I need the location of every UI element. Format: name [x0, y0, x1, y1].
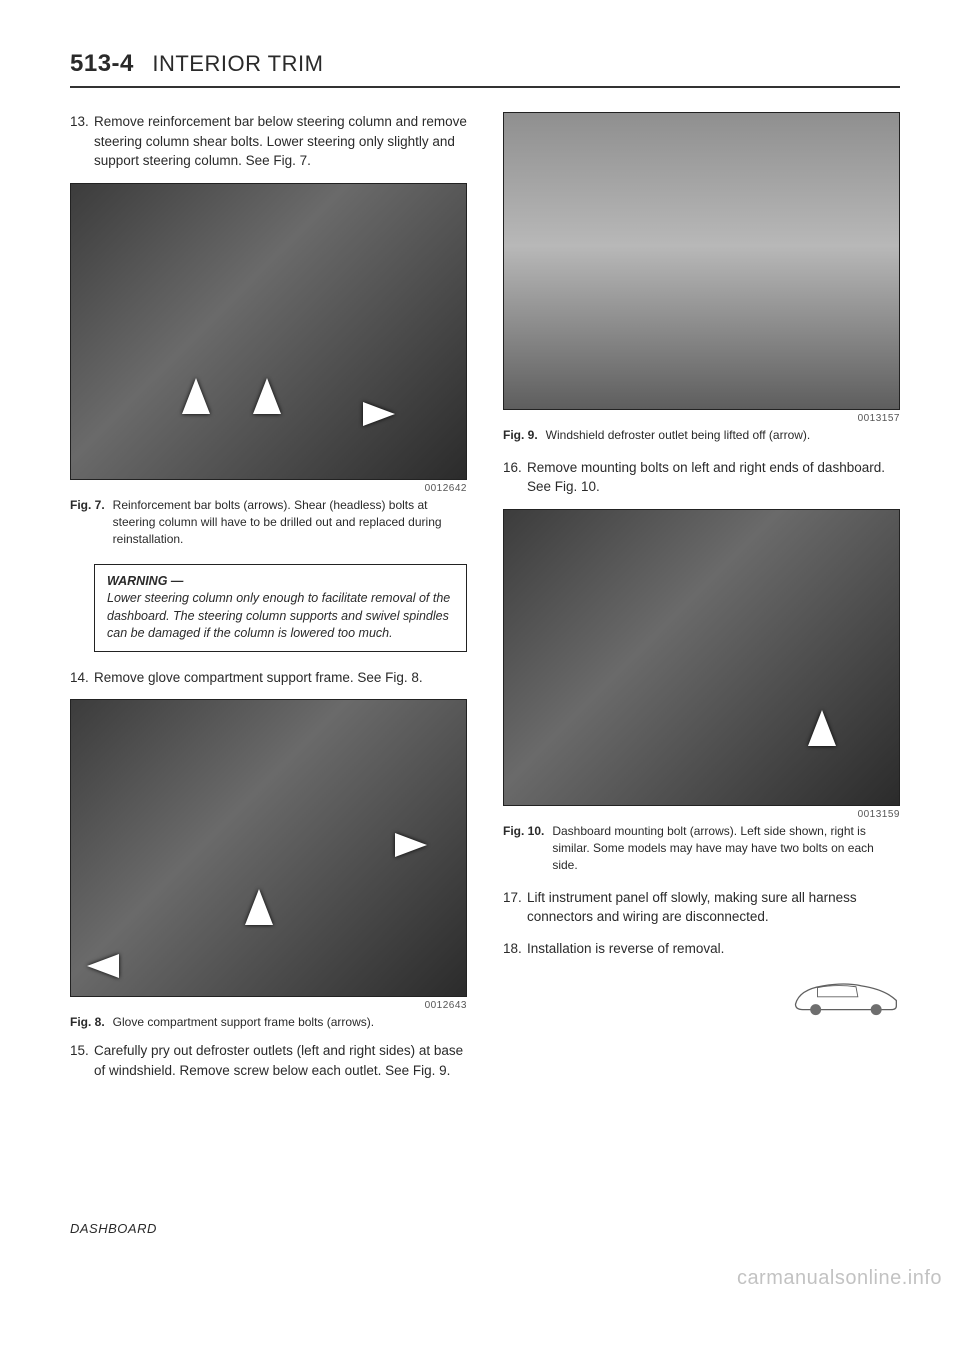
- step-14: 14. Remove glove compartment support fra…: [70, 668, 467, 688]
- figure-8-image: [70, 699, 467, 997]
- figure-label: Fig. 7.: [70, 497, 105, 547]
- figure-8-id: 0012643: [70, 1000, 467, 1011]
- manual-page: 513-4 INTERIOR TRIM 13. Remove reinforce…: [0, 0, 960, 1300]
- arrow-icon: [87, 954, 119, 978]
- car-icon: [790, 973, 900, 1017]
- step-number: 16.: [503, 458, 527, 497]
- step-text: Remove mounting bolts on left and right …: [527, 458, 900, 497]
- two-column-layout: 13. Remove reinforcement bar below steer…: [70, 112, 900, 1092]
- arrow-icon: [395, 833, 427, 857]
- right-column: 0013157 Fig. 9. Windshield defroster out…: [503, 112, 900, 1092]
- figure-10-image: [503, 509, 900, 807]
- left-column: 13. Remove reinforcement bar below steer…: [70, 112, 467, 1092]
- footer-section-label: DASHBOARD: [70, 1221, 157, 1236]
- figure-10: 0013159 Fig. 10. Dashboard mounting bolt…: [503, 509, 900, 874]
- step-text: Remove reinforcement bar below steering …: [94, 112, 467, 171]
- watermark: carmanualsonline.info: [737, 1267, 942, 1290]
- step-18: 18. Installation is reverse of removal.: [503, 939, 900, 959]
- step-text: Installation is reverse of removal.: [527, 939, 900, 959]
- arrow-icon: [363, 402, 395, 426]
- arrow-icon: [253, 378, 281, 414]
- figure-caption-text: Windshield defroster outlet being lifted…: [546, 427, 900, 444]
- step-number: 17.: [503, 888, 527, 927]
- step-text: Lift instrument panel off slowly, making…: [527, 888, 900, 927]
- step-number: 14.: [70, 668, 94, 688]
- warning-body: Lower steering column only enough to fac…: [107, 590, 454, 643]
- arrow-icon: [808, 710, 836, 746]
- page-header: 513-4 INTERIOR TRIM: [70, 50, 900, 88]
- figure-label: Fig. 9.: [503, 427, 538, 444]
- warning-heading: WARNING —: [107, 573, 454, 591]
- section-title: INTERIOR TRIM: [152, 51, 323, 76]
- figure-9-caption: Fig. 9. Windshield defroster outlet bein…: [503, 427, 900, 444]
- arrow-icon: [182, 378, 210, 414]
- figure-label: Fig. 10.: [503, 823, 544, 873]
- step-number: 15.: [70, 1041, 94, 1080]
- figure-8-caption: Fig. 8. Glove compartment support frame …: [70, 1014, 467, 1031]
- step-15: 15. Carefully pry out defroster outlets …: [70, 1041, 467, 1080]
- step-16: 16. Remove mounting bolts on left and ri…: [503, 458, 900, 497]
- figure-9: 0013157 Fig. 9. Windshield defroster out…: [503, 112, 900, 444]
- figure-10-id: 0013159: [503, 809, 900, 820]
- section-number: 513-4: [70, 50, 134, 77]
- step-text: Remove glove compartment support frame. …: [94, 668, 467, 688]
- step-13: 13. Remove reinforcement bar below steer…: [70, 112, 467, 171]
- figure-10-caption: Fig. 10. Dashboard mounting bolt (arrows…: [503, 823, 900, 873]
- figure-caption-text: Glove compartment support frame bolts (a…: [113, 1014, 467, 1031]
- figure-caption-text: Reinforcement bar bolts (arrows). Shear …: [113, 497, 467, 547]
- figure-7-image: [70, 183, 467, 481]
- figure-9-image: [503, 112, 900, 410]
- figure-8: 0012643 Fig. 8. Glove compartment suppor…: [70, 699, 467, 1031]
- arrow-icon: [245, 889, 273, 925]
- warning-box: WARNING — Lower steering column only eno…: [94, 564, 467, 652]
- figure-9-id: 0013157: [503, 413, 900, 424]
- figure-label: Fig. 8.: [70, 1014, 105, 1031]
- figure-caption-text: Dashboard mounting bolt (arrows). Left s…: [552, 823, 900, 873]
- figure-7-id: 0012642: [70, 483, 467, 494]
- figure-7: 0012642 Fig. 7. Reinforcement bar bolts …: [70, 183, 467, 548]
- step-17: 17. Lift instrument panel off slowly, ma…: [503, 888, 900, 927]
- step-number: 13.: [70, 112, 94, 171]
- step-text: Carefully pry out defroster outlets (lef…: [94, 1041, 467, 1080]
- figure-7-caption: Fig. 7. Reinforcement bar bolts (arrows)…: [70, 497, 467, 547]
- step-number: 18.: [503, 939, 527, 959]
